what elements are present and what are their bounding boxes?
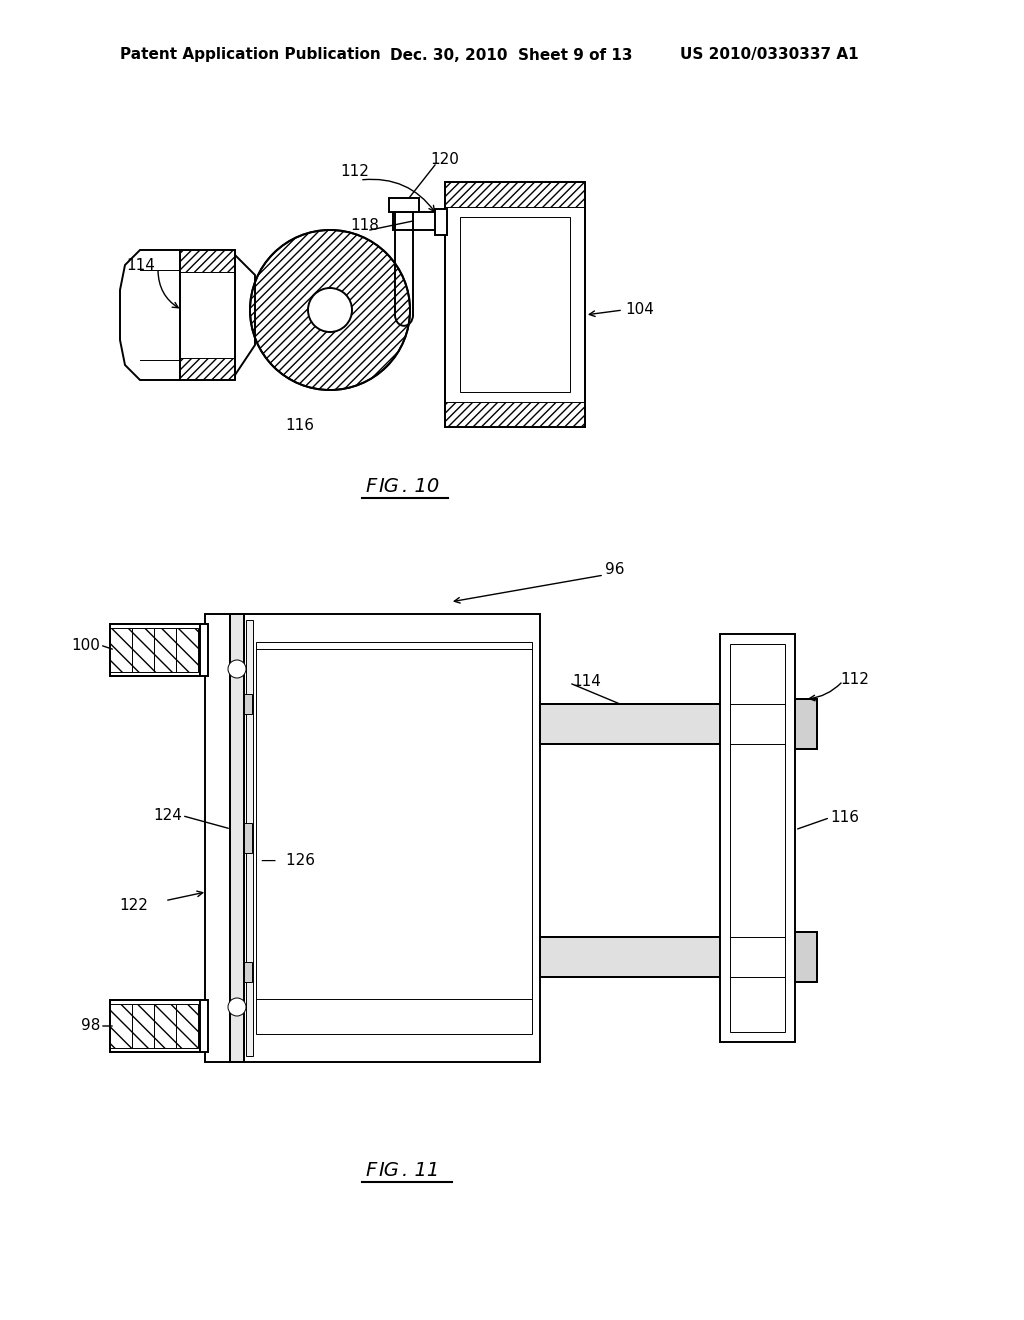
Bar [445, 403, 585, 426]
Bar [795, 700, 817, 748]
Text: IG: IG [378, 478, 399, 496]
Bar [180, 358, 234, 380]
Bar [176, 1005, 198, 1048]
Bar [200, 632, 205, 668]
Bar [445, 182, 585, 426]
Text: 118: 118 [350, 218, 379, 232]
Text: 122: 122 [119, 898, 148, 912]
Bar [200, 624, 208, 676]
Bar [435, 209, 447, 235]
Text: Dec. 30, 2010  Sheet 9 of 13: Dec. 30, 2010 Sheet 9 of 13 [390, 48, 633, 62]
Bar [244, 822, 252, 853]
Bar [154, 1005, 176, 1048]
Bar [795, 700, 817, 748]
Bar [132, 628, 154, 672]
Text: 96: 96 [605, 562, 625, 578]
Bar [230, 614, 244, 1063]
Bar [540, 937, 720, 977]
Bar [154, 628, 176, 672]
Text: 104: 104 [625, 302, 654, 318]
Text: Patent Application Publication: Patent Application Publication [120, 48, 381, 62]
Bar [180, 249, 234, 380]
Bar [795, 932, 817, 982]
Circle shape [228, 660, 246, 678]
Bar [445, 182, 585, 426]
Bar [244, 962, 252, 982]
Text: 116: 116 [830, 810, 859, 825]
Text: —  126: — 126 [261, 853, 315, 869]
Text: 112: 112 [840, 672, 869, 686]
Text: 120: 120 [430, 153, 459, 168]
Text: 98: 98 [81, 1019, 100, 1034]
Text: 124: 124 [154, 808, 182, 824]
Bar [540, 937, 720, 977]
Bar [110, 1005, 132, 1048]
Text: 100: 100 [71, 638, 100, 652]
Text: US 2010/0330337 A1: US 2010/0330337 A1 [680, 48, 859, 62]
Bar [110, 1001, 200, 1052]
Circle shape [228, 998, 246, 1016]
Bar [460, 216, 570, 392]
Bar [176, 628, 198, 672]
Bar [256, 642, 532, 1034]
Text: 114: 114 [126, 257, 155, 272]
Bar [230, 614, 244, 1063]
Text: F: F [365, 1160, 376, 1180]
Circle shape [308, 288, 352, 333]
Bar [720, 634, 795, 1041]
Text: . 10: . 10 [402, 478, 439, 496]
Bar [132, 1005, 154, 1048]
Bar [445, 182, 585, 207]
Bar [389, 198, 419, 213]
Bar [246, 620, 253, 1056]
Text: F: F [365, 478, 376, 496]
Bar [205, 614, 540, 1063]
Text: 112: 112 [340, 165, 369, 180]
Circle shape [250, 230, 410, 389]
Bar [110, 624, 200, 676]
Bar [795, 932, 817, 982]
Bar [730, 644, 785, 1032]
Bar [540, 704, 720, 744]
Bar [180, 249, 234, 380]
Bar [540, 704, 720, 744]
Bar [110, 1001, 200, 1052]
Bar [180, 249, 234, 272]
Bar [244, 694, 252, 714]
Text: 114: 114 [572, 675, 601, 689]
Bar [110, 624, 200, 676]
Text: IG: IG [378, 1160, 399, 1180]
Bar [200, 1001, 208, 1052]
Text: 116: 116 [286, 417, 314, 433]
Bar [200, 1008, 205, 1044]
Bar [110, 628, 132, 672]
Text: . 11: . 11 [402, 1160, 439, 1180]
